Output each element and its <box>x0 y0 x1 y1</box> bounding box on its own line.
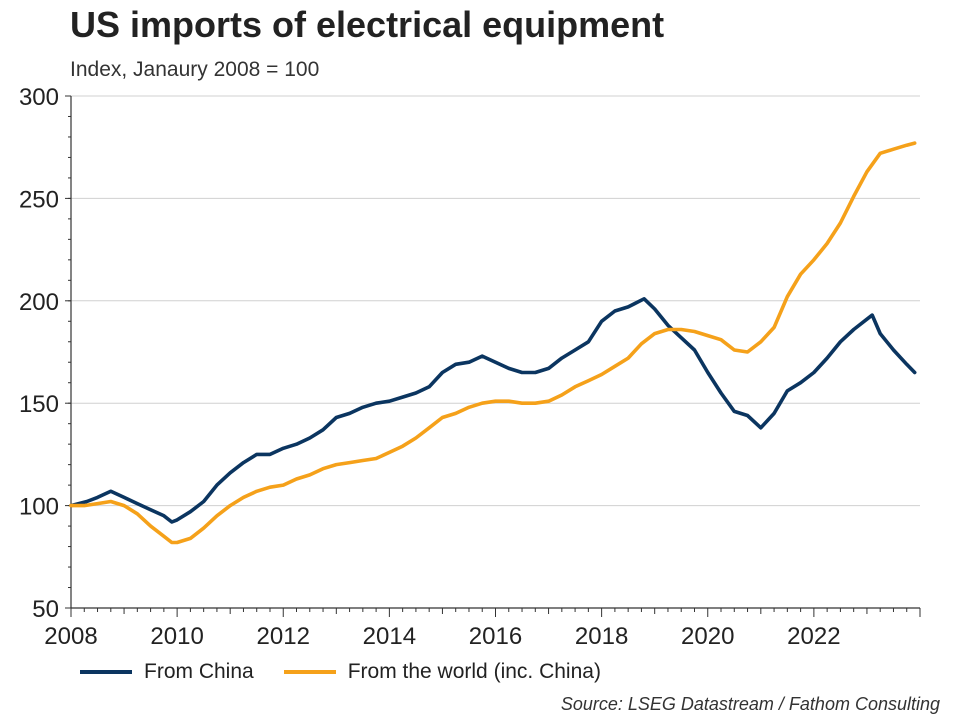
x-tick-label-2008: 2008 <box>44 623 97 650</box>
y-tick-label-250: 250 <box>19 186 59 213</box>
legend-label-world: From the world (inc. China) <box>347 660 601 683</box>
source-note: Source: LSEG Datastream / Fathom Consult… <box>560 694 940 714</box>
y-tick-label-200: 200 <box>19 289 59 316</box>
y-tick-label-300: 300 <box>19 84 59 111</box>
y-tick-label-50: 50 <box>32 596 59 623</box>
legend-label-china: From China <box>144 660 254 683</box>
x-tick-label-2016: 2016 <box>469 623 522 650</box>
x-tick-label-2022: 2022 <box>787 623 840 650</box>
y-tick-label-100: 100 <box>19 494 59 521</box>
x-tick-label-2018: 2018 <box>575 623 628 650</box>
legend: From China From the world (inc. China) <box>80 660 601 684</box>
x-tick-label-2020: 2020 <box>681 623 734 650</box>
x-tick-label-2014: 2014 <box>363 623 416 650</box>
grid-lines <box>71 95 920 507</box>
y-tick-labels: 50 100 150 200 250 300 <box>19 84 59 623</box>
x-tick-label-2012: 2012 <box>257 623 310 650</box>
x-tick-labels: 2008 2010 2012 2014 2016 2018 2020 2022 <box>44 623 840 650</box>
legend-item-china: From China <box>80 660 254 684</box>
y-tick-label-150: 150 <box>19 391 59 418</box>
series-line-0 <box>69 297 917 524</box>
axes <box>65 95 921 617</box>
chart-subtitle: Index, Janaury 2008 = 100 <box>70 58 320 81</box>
chart-title: US imports of electrical equipment <box>70 4 665 45</box>
legend-swatch-china <box>80 670 132 674</box>
series-line-1 <box>69 141 917 545</box>
legend-swatch-world <box>283 670 336 674</box>
series-lines <box>69 141 917 545</box>
legend-item-world: From the world (inc. China) <box>283 660 601 684</box>
x-tick-label-2010: 2010 <box>150 623 203 650</box>
